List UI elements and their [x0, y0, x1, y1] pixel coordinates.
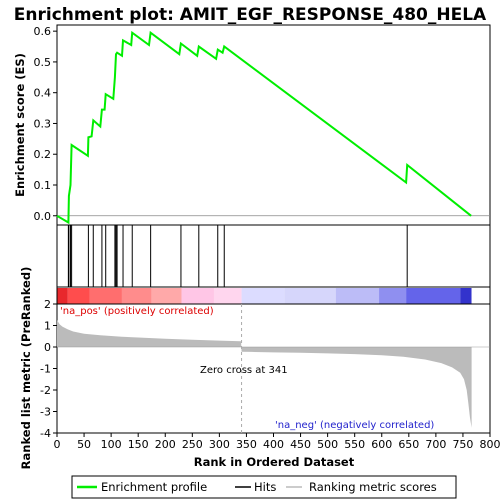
x-tick-label: 800 — [480, 438, 500, 451]
metric-ytick-label: -1 — [40, 363, 51, 376]
hits-panel-frame — [56, 224, 491, 288]
zero-cross-label: Zero cross at 341 — [200, 365, 288, 376]
x-tick-label: 0 — [54, 438, 61, 451]
x-tick-label: 500 — [317, 438, 338, 451]
x-axis-label: Rank in Ordered Dataset — [194, 455, 355, 469]
x-tick-label: 50 — [77, 438, 91, 451]
colorbar-segment — [89, 288, 122, 304]
legend-label-metric: Ranking metric scores — [309, 480, 437, 494]
x-tick-label: 300 — [209, 438, 230, 451]
colorbar-segment — [460, 288, 472, 304]
x-tick-label: 250 — [182, 438, 203, 451]
pos-label: 'na_pos' (positively correlated) — [60, 306, 214, 317]
x-tick-label: 650 — [398, 438, 419, 451]
colorbar-segment — [151, 288, 182, 304]
metric-y-axis: 2 1 0 -1 -2 -3 -4 — [40, 298, 57, 440]
legend-label-profile: Enrichment profile — [101, 480, 207, 494]
x-tick-label: 150 — [128, 438, 149, 451]
colorbar-segment — [335, 288, 380, 304]
colorbar-tail — [471, 288, 490, 304]
hit-lines — [67, 225, 408, 287]
enrichment-profile-line — [56, 30, 472, 225]
colorbar-segment — [57, 288, 68, 304]
es-panel-frame — [56, 24, 491, 226]
x-tick-label: 700 — [425, 438, 446, 451]
legend-label-hits: Hits — [254, 480, 276, 494]
neg-label: 'na_neg' (negatively correlated) — [275, 420, 434, 431]
colorbar-segment — [379, 288, 407, 304]
x-tick-label: 200 — [155, 438, 176, 451]
x-tick-label: 550 — [344, 438, 365, 451]
metric-ytick-label: -2 — [40, 384, 51, 397]
x-tick-label: 750 — [452, 438, 473, 451]
metric-panel-frame — [56, 303, 491, 434]
colorbar-segment — [284, 288, 336, 304]
colorbar-segment — [121, 288, 152, 304]
x-tick-label: 400 — [263, 438, 284, 451]
colorbar-segment — [241, 288, 285, 304]
metric-ytick-label: 0 — [44, 341, 51, 354]
x-tick-label: 350 — [236, 438, 257, 451]
hits-panel — [56, 224, 491, 288]
es-ytick-label: 0.3 — [34, 117, 52, 130]
x-tick-label: 600 — [371, 438, 392, 451]
es-y-axis: 0.0 0.1 0.2 0.3 0.4 0.5 0.6 — [34, 25, 57, 223]
metric-ytick-label: -4 — [40, 427, 51, 440]
metric-y-label: Ranked list metric (PreRanked) — [19, 267, 33, 470]
colorbar-segment — [67, 288, 90, 304]
legend: Enrichment profile Hits Ranking metric s… — [71, 475, 457, 499]
metric-ytick-label: -3 — [40, 406, 51, 419]
es-ytick-label: 0.4 — [34, 87, 52, 100]
colorbar-segments — [57, 288, 490, 304]
legend-frame — [71, 475, 457, 499]
es-ytick-label: 0.6 — [34, 25, 52, 38]
x-tick-label: 100 — [101, 438, 122, 451]
rank-colorbar — [56, 286, 491, 305]
colorbar-segment — [181, 288, 214, 304]
es-ytick-label: 0.5 — [34, 56, 52, 69]
metric-x-axis: 0 50 100 150 200 250 300 350 400 450 500 550 600 650 7… — [54, 433, 500, 451]
colorbar-segment — [406, 288, 461, 304]
es-ytick-label: 0.1 — [34, 179, 52, 192]
metric-ytick-label: 1 — [44, 320, 51, 333]
x-tick-label: 450 — [290, 438, 311, 451]
es-panel: 0.0 0.1 0.2 0.3 0.4 0.5 0.6 Enrichment score (… — [13, 24, 491, 226]
es-ytick-label: 0.2 — [34, 148, 52, 161]
metric-ytick-label: 2 — [44, 298, 51, 311]
chart-title: Enrichment plot: AMIT_EGF_RESPONSE_480_H… — [14, 5, 487, 25]
colorbar-segment — [213, 288, 242, 304]
metric-panel: 2 1 0 -1 -2 -3 -4 0 50 100 150 200 250 300 350 400 450 5… — [19, 267, 500, 470]
es-ytick-label: 0.0 — [34, 210, 52, 223]
es-y-label: Enrichment score (ES) — [13, 53, 27, 197]
